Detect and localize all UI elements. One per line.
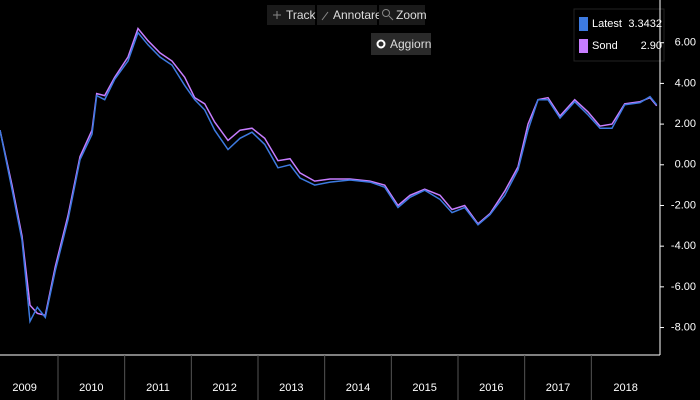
x-tick-label: 2014 (346, 382, 370, 394)
y-tick-label: -2.00 (671, 199, 696, 211)
button-label: Zoom (396, 8, 427, 22)
y-tick-label: 4.00 (675, 77, 696, 89)
button-label: Track (286, 8, 317, 22)
x-tick-label: 2015 (412, 382, 436, 394)
y-tick-label: -8.00 (671, 321, 696, 333)
button-label: Aggiorn (390, 37, 431, 51)
refresh-button[interactable]: Aggiorn (371, 33, 431, 55)
x-tick-label: 2016 (479, 382, 503, 394)
x-tick-label: 2010 (79, 382, 103, 394)
x-tick-label: 2009 (12, 382, 36, 394)
x-tick-label: 2012 (212, 382, 236, 394)
legend-swatch (579, 17, 588, 31)
legend-swatch (579, 39, 588, 53)
line-series (0, 31, 658, 325)
x-tick-label: 2011 (146, 382, 170, 394)
x-tick-label: 2013 (279, 382, 303, 394)
y-tick-label: -6.00 (671, 281, 696, 293)
y-tick-label: -4.00 (671, 240, 696, 252)
y-tick-label: 0.00 (675, 159, 696, 171)
x-tick-label: 2018 (613, 382, 637, 394)
zoom-button[interactable]: Zoom (379, 5, 427, 25)
legend-value: 3.3432 (628, 18, 662, 30)
annotate-button[interactable]: Annotare (317, 5, 382, 25)
track-button[interactable]: Track (267, 5, 317, 25)
legend-label: Sond (592, 40, 618, 52)
y-tick-label: 2.00 (675, 118, 696, 130)
y-tick-label: 6.00 (675, 37, 696, 49)
legend-label: Latest (592, 18, 622, 30)
x-tick-label: 2017 (546, 382, 570, 394)
button-label: Annotare (333, 8, 382, 22)
legend-value: 2.90 (641, 40, 662, 52)
legend (573, 8, 665, 62)
